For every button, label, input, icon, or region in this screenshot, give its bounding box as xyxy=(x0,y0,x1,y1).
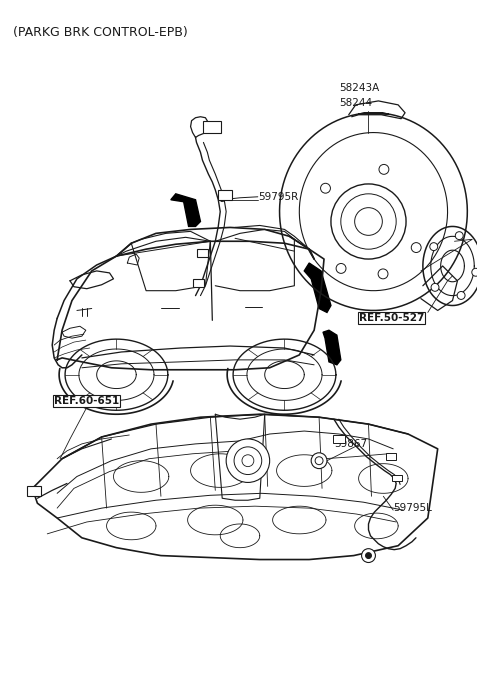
Circle shape xyxy=(366,553,372,559)
FancyBboxPatch shape xyxy=(386,453,396,460)
Circle shape xyxy=(321,183,330,193)
Circle shape xyxy=(341,194,396,249)
Circle shape xyxy=(355,208,383,236)
Circle shape xyxy=(411,243,421,252)
Text: 58243A: 58243A xyxy=(339,83,379,93)
Circle shape xyxy=(361,549,375,563)
Circle shape xyxy=(242,455,254,467)
Text: (PARKG BRK CONTROL-EPB): (PARKG BRK CONTROL-EPB) xyxy=(12,26,187,38)
FancyBboxPatch shape xyxy=(392,475,402,482)
Circle shape xyxy=(220,198,224,202)
Circle shape xyxy=(234,447,262,475)
Text: 59795R: 59795R xyxy=(258,192,298,202)
Text: 59867: 59867 xyxy=(334,439,367,449)
Text: 59795L: 59795L xyxy=(393,503,432,513)
Circle shape xyxy=(456,231,463,240)
Circle shape xyxy=(472,268,480,276)
Circle shape xyxy=(315,456,323,465)
Circle shape xyxy=(336,264,346,273)
FancyBboxPatch shape xyxy=(218,190,232,200)
Circle shape xyxy=(378,269,388,279)
Polygon shape xyxy=(323,330,341,365)
Circle shape xyxy=(457,291,465,299)
FancyBboxPatch shape xyxy=(27,487,41,496)
FancyBboxPatch shape xyxy=(196,249,208,257)
Circle shape xyxy=(331,184,406,259)
Text: REF.50-527: REF.50-527 xyxy=(359,313,424,324)
Circle shape xyxy=(226,439,270,482)
FancyBboxPatch shape xyxy=(204,121,221,133)
Text: 58244: 58244 xyxy=(339,98,372,108)
FancyBboxPatch shape xyxy=(192,279,204,287)
Polygon shape xyxy=(171,194,201,226)
Circle shape xyxy=(379,164,389,174)
Polygon shape xyxy=(304,263,331,312)
Text: REF.60-651: REF.60-651 xyxy=(54,396,120,406)
Circle shape xyxy=(431,283,439,291)
Circle shape xyxy=(430,243,438,250)
Circle shape xyxy=(311,453,327,468)
FancyBboxPatch shape xyxy=(333,435,345,443)
